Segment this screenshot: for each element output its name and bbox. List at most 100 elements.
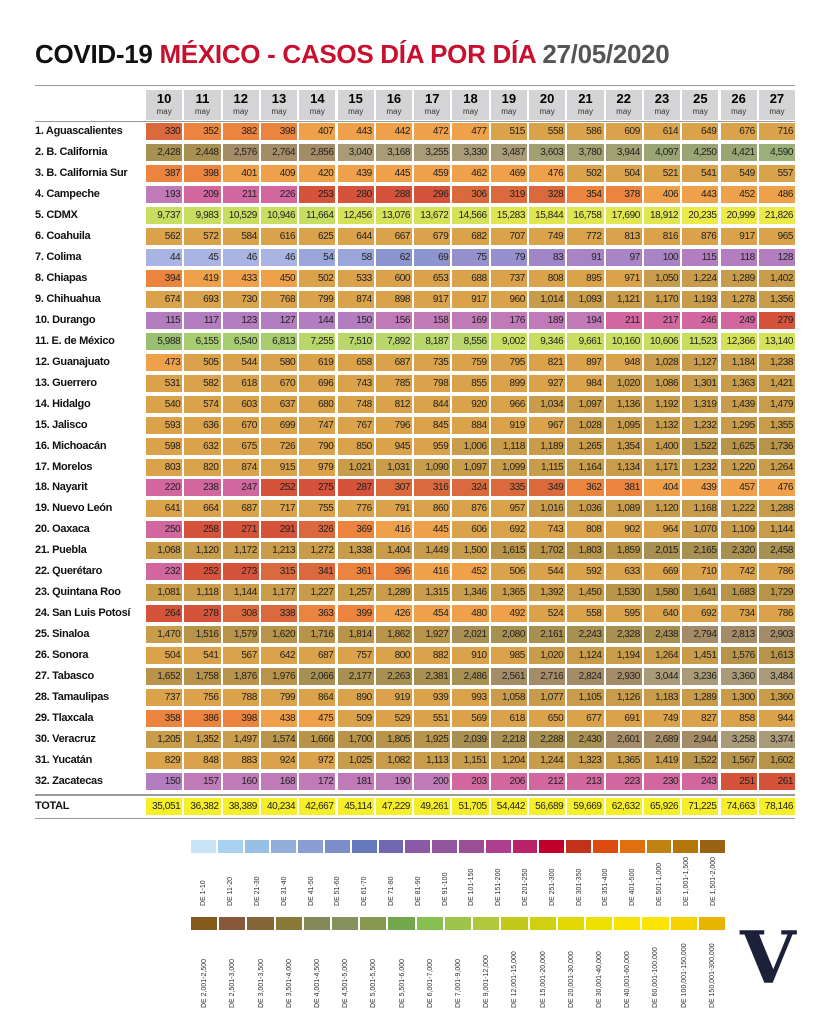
heatmap-cell: 1,862 bbox=[375, 626, 413, 644]
cell-value: 251 bbox=[739, 776, 755, 788]
heatmap-cell: 1,097 bbox=[567, 395, 604, 413]
cell-value: 144 bbox=[317, 314, 334, 326]
cell-value: 4,590 bbox=[770, 146, 794, 158]
legend-swatch bbox=[614, 917, 641, 930]
cell-value: 250 bbox=[164, 524, 181, 536]
heatmap-cell: 1,124 bbox=[567, 647, 604, 665]
cell-value: 9,737 bbox=[157, 209, 181, 221]
cell-value: 674 bbox=[164, 293, 181, 305]
cell-value: 895 bbox=[586, 272, 602, 284]
heatmap-cell: 641 bbox=[146, 500, 183, 518]
heatmap-cell: 670 bbox=[222, 416, 259, 434]
cell-value: 776 bbox=[356, 503, 372, 515]
cell-value: 1,090 bbox=[425, 461, 449, 473]
state-label: 12. Guanajuato bbox=[35, 355, 110, 368]
column-header: 16 may bbox=[375, 90, 413, 120]
heatmap-cell: 420 bbox=[299, 164, 336, 182]
heatmap-cell: 459 bbox=[414, 164, 451, 182]
cell-value: 917 bbox=[432, 293, 449, 305]
heatmap-cell: 1,580 bbox=[643, 584, 681, 602]
cell-value: 3,944 bbox=[616, 146, 640, 158]
cell-value: 2,080 bbox=[501, 629, 525, 641]
heatmap-cell: 726 bbox=[260, 437, 298, 455]
cell-value: 1,356 bbox=[770, 293, 794, 305]
cell-value: 369 bbox=[356, 524, 372, 536]
cell-value: 1,244 bbox=[540, 755, 564, 767]
cell-value: 557 bbox=[777, 167, 794, 179]
cell-value: 2,601 bbox=[616, 734, 640, 746]
cell-value: 1,006 bbox=[463, 440, 487, 452]
heatmap-cell: 13,076 bbox=[375, 206, 413, 224]
heatmap-cell: 1,232 bbox=[682, 416, 719, 434]
cell-value: 1,497 bbox=[233, 734, 257, 746]
cell-value: 1,025 bbox=[348, 755, 372, 767]
heatmap-cell: 688 bbox=[452, 269, 489, 287]
heatmap-cell: 860 bbox=[414, 500, 451, 518]
column-month: may bbox=[348, 107, 364, 116]
cell-value: 433 bbox=[241, 272, 257, 284]
cell-value: 7,892 bbox=[387, 335, 411, 347]
cell-value: 306 bbox=[471, 188, 487, 200]
heatmap-cell: 398 bbox=[222, 710, 259, 728]
cell-value: 1,028 bbox=[655, 356, 679, 368]
heatmap-cell: 1,700 bbox=[337, 731, 374, 749]
heatmap-cell: 454 bbox=[414, 605, 451, 623]
cell-value: 15,283 bbox=[496, 209, 526, 221]
heatmap-cell: 2,218 bbox=[490, 731, 527, 749]
cell-value: 1,077 bbox=[540, 692, 564, 704]
cell-value: 11,523 bbox=[689, 335, 717, 347]
legend-label: DE 1,501-2,000 bbox=[709, 856, 717, 906]
heatmap-cell: 3,168 bbox=[375, 143, 413, 161]
heatmap-cell: 1,244 bbox=[529, 752, 566, 770]
cell-value: 20,235 bbox=[688, 209, 717, 221]
heatmap-cell: 960 bbox=[490, 290, 527, 308]
heatmap-cell: 251 bbox=[720, 773, 757, 791]
heatmap-cell: 1,295 bbox=[720, 416, 757, 434]
heatmap-cell: 917 bbox=[720, 227, 757, 245]
cell-value: 1,264 bbox=[770, 461, 794, 473]
heatmap-cell: 979 bbox=[299, 458, 336, 476]
cell-value: 680 bbox=[317, 398, 334, 410]
heatmap-cell: 97 bbox=[605, 248, 642, 266]
heatmap-cell: 1,736 bbox=[758, 437, 796, 455]
cell-value: 531 bbox=[164, 377, 181, 389]
heatmap-cell: 515 bbox=[490, 123, 527, 140]
heatmap-cell: 1,134 bbox=[605, 458, 642, 476]
heatmap-cell: 1,402 bbox=[758, 269, 796, 287]
heatmap-cell: 687 bbox=[222, 500, 259, 518]
cell-value: 858 bbox=[739, 713, 755, 725]
cell-value: 404 bbox=[662, 482, 679, 494]
cell-value: 1,522 bbox=[693, 755, 717, 767]
heatmap-cell: 3,258 bbox=[720, 731, 757, 749]
heatmap-cell: 664 bbox=[184, 500, 221, 518]
heatmap-cell: 1,400 bbox=[643, 437, 681, 455]
heatmap-cell: 898 bbox=[375, 290, 413, 308]
heatmap-cell: 1,338 bbox=[337, 542, 374, 560]
heatmap-cell: 252 bbox=[260, 479, 298, 497]
heatmap-cell: 324 bbox=[452, 479, 489, 497]
cell-value: 829 bbox=[164, 755, 181, 767]
cell-value: 115 bbox=[701, 251, 717, 263]
heatmap-cell: 1,278 bbox=[720, 290, 757, 308]
cell-value: 2,856 bbox=[310, 146, 334, 158]
heatmap-cell: 11,523 bbox=[682, 332, 719, 350]
cell-value: 619 bbox=[317, 356, 334, 368]
cell-value: 4,421 bbox=[731, 146, 755, 158]
cell-value: 396 bbox=[394, 566, 411, 578]
heatmap-cell: 477 bbox=[452, 123, 489, 140]
cell-value: 2,448 bbox=[195, 146, 219, 158]
cell-value: 157 bbox=[203, 776, 219, 788]
cell-value: 62 bbox=[399, 251, 411, 263]
heatmap-cell: 606 bbox=[452, 521, 489, 539]
heatmap-cell: 117 bbox=[184, 311, 221, 329]
cell-value: 212 bbox=[547, 776, 564, 788]
cell-value: 439 bbox=[356, 167, 372, 179]
cell-value: 735 bbox=[432, 356, 449, 368]
legend-label: DE 301-350 bbox=[575, 868, 583, 906]
heatmap-cell: 1,500 bbox=[452, 542, 489, 560]
state-label: 14. Hidalgo bbox=[35, 397, 91, 410]
cell-value: 2,486 bbox=[463, 671, 487, 683]
heatmap-cell: 1,289 bbox=[720, 269, 757, 287]
cell-value: 473 bbox=[164, 356, 181, 368]
cell-value: 551 bbox=[432, 713, 449, 725]
